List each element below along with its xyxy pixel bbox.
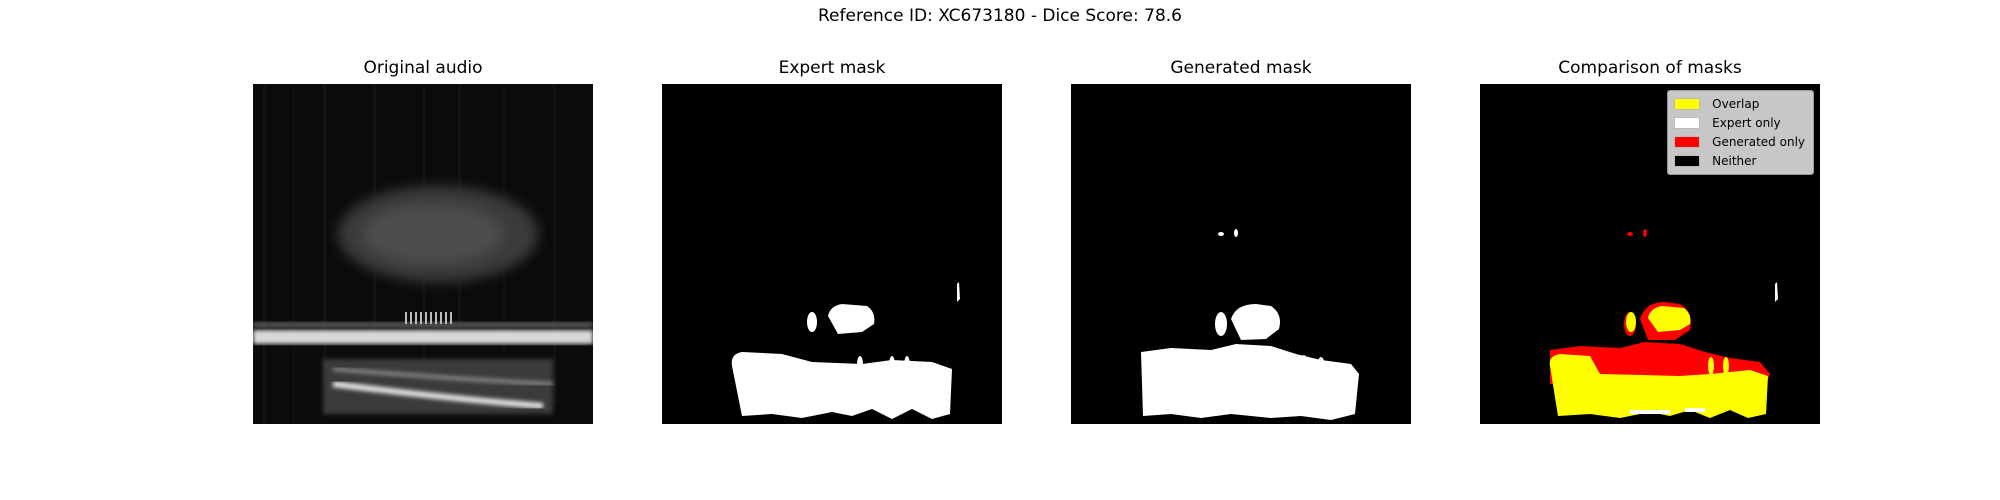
generated-mask-regions <box>1141 229 1359 420</box>
legend-label-generated-only: Generated only <box>1712 134 1805 149</box>
panel-title-generated-mask: Generated mask <box>1170 58 1312 78</box>
legend-swatch-overlap <box>1674 97 1701 110</box>
figure-suptitle: Reference ID: XC673180 - Dice Score: 78.… <box>818 6 1182 26</box>
legend-swatch-generated-only <box>1674 135 1701 148</box>
legend-label-overlap: Overlap <box>1712 96 1760 111</box>
comparison-mask-image: Overlap Expert only Generated only Neith… <box>1480 84 1820 424</box>
generated-mask-svg <box>1071 84 1411 424</box>
panel-title-comparison: Comparison of masks <box>1558 58 1742 78</box>
legend-label-expert-only: Expert only <box>1712 115 1781 130</box>
noise-band <box>253 330 593 344</box>
legend-swatch-expert-only <box>1674 116 1701 129</box>
harmonic-stripes <box>405 312 452 324</box>
generated-mask-image <box>1071 84 1411 424</box>
lower-chirp-dim <box>332 367 554 386</box>
expert-mask-regions <box>731 282 960 419</box>
comparison-overlap <box>1549 306 1768 418</box>
legend-item-neither: Neither <box>1674 151 1805 170</box>
legend-item-generated-only: Generated only <box>1674 132 1805 151</box>
comparison-legend: Overlap Expert only Generated only Neith… <box>1667 90 1814 175</box>
noise-band-upper <box>253 322 593 328</box>
expert-mask-image <box>662 84 1002 424</box>
legend-label-neither: Neither <box>1712 153 1757 168</box>
panel-title-original-audio: Original audio <box>363 58 483 78</box>
spectrogram-svg <box>253 84 593 424</box>
panel-title-expert-mask: Expert mask <box>778 58 886 78</box>
legend-item-overlap: Overlap <box>1674 94 1805 113</box>
legend-swatch-neither <box>1674 154 1701 167</box>
expert-mask-svg <box>662 84 1002 424</box>
call-blob-core <box>363 204 503 264</box>
spectrogram-image <box>253 84 593 424</box>
legend-item-expert-only: Expert only <box>1674 113 1805 132</box>
lower-chirp-bright <box>332 381 544 409</box>
comparison-expert-only <box>1630 282 1778 414</box>
